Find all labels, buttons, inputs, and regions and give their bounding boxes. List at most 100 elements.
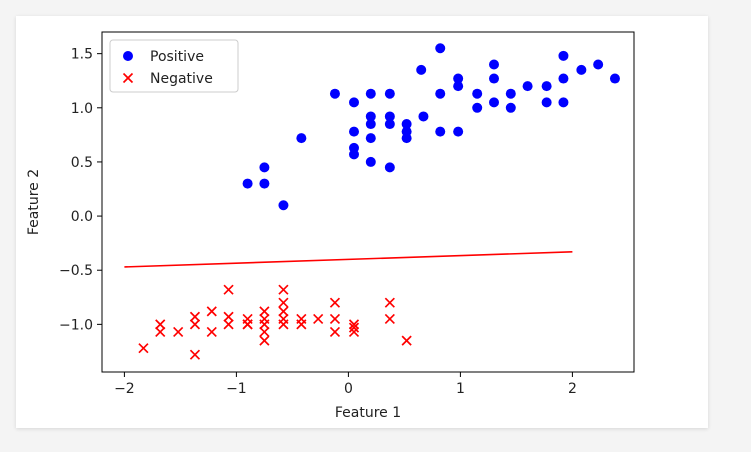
negative-point [259, 319, 270, 330]
legend-x-glyph [122, 72, 134, 84]
positive-point [329, 88, 340, 99]
positive-point [259, 162, 270, 173]
legend-box [109, 39, 239, 93]
positive-point [416, 64, 427, 75]
x-axis-ticks: −2 −1 0 1 2 [114, 372, 577, 397]
positive-point [453, 126, 464, 137]
negative-point [155, 326, 166, 338]
negative-point [401, 335, 412, 346]
negative-point [206, 306, 217, 317]
x-tick-label: −1 [226, 381, 247, 397]
positive-point [558, 73, 569, 84]
negative-point [329, 313, 341, 325]
positive-point [401, 119, 412, 130]
positive-point [472, 88, 483, 99]
positive-point [609, 73, 620, 84]
negative-point [189, 349, 201, 360]
y-tick-label: 1.0 [71, 101, 93, 117]
positive-point [418, 111, 429, 122]
plot-marks [124, 43, 620, 360]
positive-point [365, 119, 376, 130]
positive-point [401, 126, 412, 137]
y-axis-label: Feature 2 [26, 169, 42, 235]
positive-point [489, 97, 499, 108]
positive-point [435, 43, 446, 54]
positive-point [435, 88, 446, 99]
negative-point [189, 319, 201, 330]
x-tick-label: 2 [568, 381, 577, 397]
positive-point [365, 156, 376, 167]
negative-point [259, 326, 270, 338]
positive-point [242, 178, 253, 189]
x-tick-label: 1 [456, 381, 465, 397]
y-tick-label: 1.5 [71, 47, 93, 63]
x-tick-label: −2 [114, 381, 135, 397]
positive-point [489, 59, 499, 70]
chart-card: −2 −1 0 1 2 −1.0 −0.5 0.0 0.5 1.0 1.5 Feature 1 F… [16, 16, 708, 428]
positive-point [593, 59, 604, 70]
legend-label-positive: Positive [150, 49, 204, 65]
positive-point [558, 97, 569, 108]
x-tick-label: 0 [344, 381, 353, 397]
positive-point [349, 97, 359, 108]
y-tick-label: −1.0 [59, 317, 93, 333]
positive-point [489, 73, 499, 84]
negative-point [223, 311, 234, 322]
positive-point [453, 73, 464, 84]
positive-point [365, 133, 376, 144]
negative-point [223, 319, 234, 330]
positive-point [296, 133, 307, 144]
negative-point [173, 326, 184, 338]
positive-point [541, 81, 552, 92]
decision-boundary-line [124, 251, 573, 268]
negative-point [278, 319, 289, 330]
positive-point [365, 88, 376, 99]
negative-point [278, 297, 289, 308]
positive-point [384, 119, 395, 130]
positive-point [505, 102, 516, 113]
legend: Positive Negative [109, 39, 239, 93]
positive-point [576, 64, 587, 75]
y-axis-ticks: −1.0 −0.5 0.0 0.5 1.0 1.5 [59, 47, 102, 333]
negative-point [138, 343, 149, 354]
negative-point [348, 322, 360, 333]
positive-point [384, 88, 395, 99]
positive-point [435, 126, 446, 137]
y-tick-label: 0.5 [71, 155, 93, 171]
negative-point [329, 326, 341, 338]
negative-point [348, 326, 360, 338]
positive-point [349, 126, 359, 137]
positive-point [541, 97, 552, 108]
negative-point [259, 335, 270, 346]
negative-point [348, 319, 360, 330]
positive-point [453, 81, 464, 92]
plot-frame [101, 31, 635, 373]
negative-point [296, 319, 307, 330]
positive-point [349, 142, 359, 153]
negative-point [189, 311, 201, 322]
positive-point [522, 81, 533, 92]
negative-point [384, 313, 395, 325]
positive-point [365, 111, 376, 122]
positive-point [472, 102, 483, 113]
negative-point [206, 326, 217, 338]
positive-point [384, 111, 395, 122]
scatter-chart: −2 −1 0 1 2 −1.0 −0.5 0.0 0.5 1.0 1.5 Feature 1 F… [26, 31, 635, 421]
negative-point [278, 284, 289, 295]
y-tick-label: −0.5 [59, 263, 93, 279]
negative-point [242, 319, 253, 330]
positive-point [259, 178, 270, 189]
negative-point [155, 319, 166, 330]
legend-marker-positive [123, 51, 133, 61]
x-axis-label: Feature 1 [335, 405, 401, 421]
negative-point [384, 297, 395, 308]
legend-label-negative: Negative [150, 71, 213, 87]
positive-point [505, 88, 516, 99]
negative-point [223, 284, 234, 295]
y-tick-label: 0.0 [71, 209, 93, 225]
positive-point [558, 50, 569, 61]
negative-point [278, 306, 289, 317]
legend-marker-negative [122, 72, 134, 84]
negative-point [259, 306, 270, 317]
negative-point [329, 297, 341, 308]
